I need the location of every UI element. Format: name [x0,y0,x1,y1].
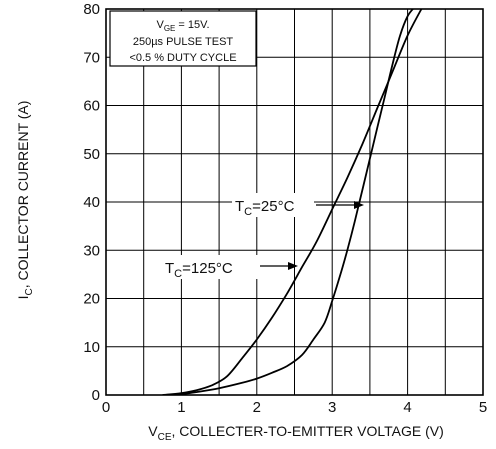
legend-line-1-rest: = 15V. [175,19,209,31]
annotation-25c-main: T [235,198,244,215]
y-tick-label: 50 [83,146,100,163]
legend-line-1-sub: GE [164,24,176,33]
annotation-25c-rest: =25°C [252,198,294,215]
y-axis-title-rest: , COLLECTOR CURRENT (A) [15,101,31,289]
x-tick-label: 2 [253,399,261,416]
x-axis-title-rest: , COLLECTER-TO-EMITTER VOLTAGE (V) [172,423,444,439]
annotation-125c-rest: =125°C [182,260,233,277]
y-tick-label: 40 [83,194,100,211]
legend-line-3: <0.5 % DUTY CYCLE [129,52,236,64]
y-tick-label: 10 [83,339,100,356]
y-tick-label: 70 [83,49,100,66]
x-axis-title-sub: CE [158,432,172,443]
x-axis-title: VCE, COLLECTER-TO-EMITTER VOLTAGE (V) [148,423,444,443]
x-tick-label: 0 [102,399,110,416]
annotation-25c-sub: C [244,206,252,218]
x-tick-label: 3 [328,399,336,416]
x-tick-label: 4 [403,399,411,416]
annotation-25c: TC=25°C [232,193,364,218]
y-tick-label: 30 [83,242,100,259]
y-axis-title-sub: C [24,288,35,295]
annotation-125c-main: T [165,260,174,277]
annotation-125c: TC=125°C [162,255,298,280]
y-tick-label: 60 [83,98,100,115]
y-axis-title: IC, COLLECTOR CURRENT (A) [15,101,35,300]
annotation-125c-sub: C [174,268,182,280]
x-tick-label: 5 [479,399,487,416]
annotation-125c-arrowhead [288,262,298,270]
legend: VGE = 15V. 250µs PULSE TEST <0.5 % DUTY … [110,11,256,66]
y-tick-label: 80 [83,1,100,18]
y-tick-label: 0 [92,387,100,404]
y-tick-label: 20 [83,291,100,308]
x-tick-label: 1 [177,399,185,416]
legend-line-2: 250µs PULSE TEST [133,36,234,48]
